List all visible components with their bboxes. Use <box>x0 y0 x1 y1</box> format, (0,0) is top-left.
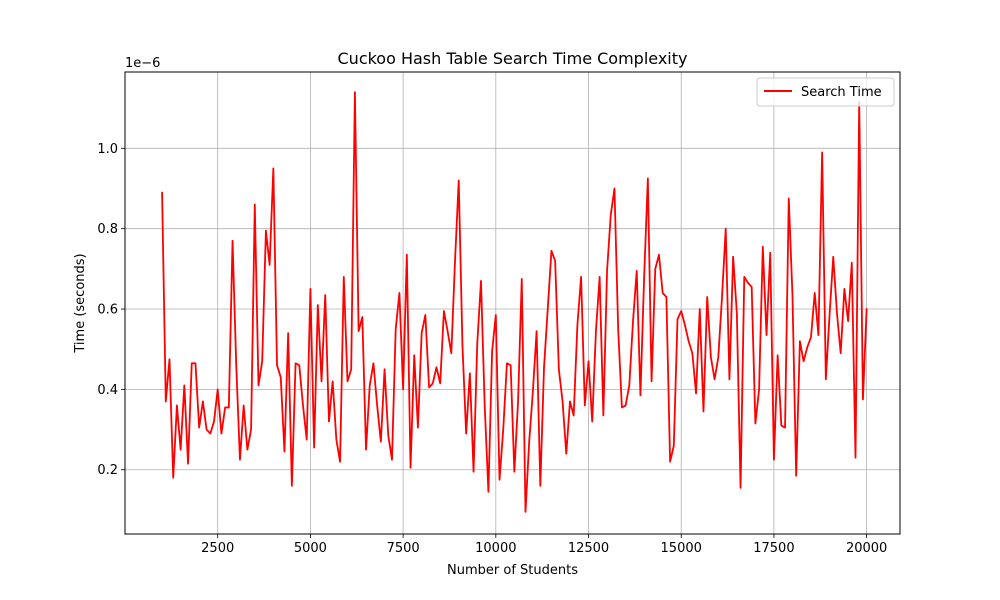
legend-label-search-time: Search Time <box>801 85 882 100</box>
x-tick-label: 10000 <box>475 541 516 556</box>
y-tick-label: 0.8 <box>97 222 118 237</box>
legend-box <box>756 77 895 107</box>
x-tick-label: 15000 <box>661 541 702 556</box>
x-tick-label: 2500 <box>201 541 234 556</box>
x-tick-label: 5000 <box>294 541 327 556</box>
x-axis-ticks: 2500 5000 7500 10000 12500 15000 17500 20000 <box>201 534 887 556</box>
x-tick-label: 20000 <box>846 541 887 556</box>
series-line-search-time <box>161 91 868 513</box>
y-tick-label: 0.6 <box>97 303 118 318</box>
plot-lines <box>161 91 868 513</box>
y-tick-label: 0.4 <box>97 383 118 398</box>
axes-frame <box>124 71 901 535</box>
y-axis-ticks: 0.2 0.4 0.6 0.8 1.0 <box>97 142 125 478</box>
x-axis-label: Number of Students <box>447 563 578 578</box>
legend: Search Time <box>756 77 895 107</box>
y-axis-label: Time (seconds) <box>73 253 88 353</box>
x-tick-label: 17500 <box>753 541 794 556</box>
y-tick-label: 1.0 <box>97 142 118 157</box>
y-axis-offset-label: 1e−6 <box>125 56 160 71</box>
x-tick-label: 7500 <box>387 541 420 556</box>
x-tick-label: 12500 <box>568 541 609 556</box>
y-tick-label: 0.2 <box>97 463 118 478</box>
chart-title: Cuckoo Hash Table Search Time Complexity <box>338 49 688 68</box>
